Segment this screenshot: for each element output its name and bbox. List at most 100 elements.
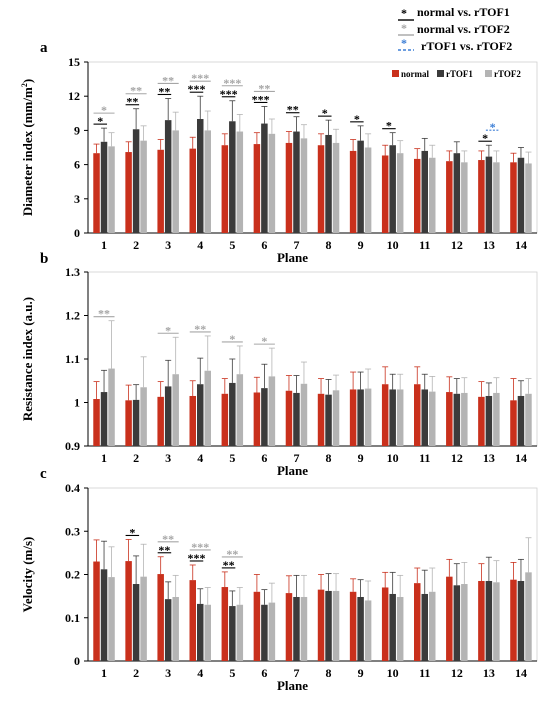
bar-rtof2 [140, 140, 147, 233]
y-tick-label: 0.1 [65, 611, 80, 625]
bar-normal [253, 392, 261, 446]
bar-normal [349, 389, 357, 446]
bar-rtof2 [172, 130, 179, 233]
y-axis-label-close: ) [20, 79, 35, 83]
significance-stars: * [229, 332, 235, 346]
significance-stars: ** [130, 84, 142, 98]
significance-stars: ** [223, 558, 235, 572]
bar-rtof1 [132, 584, 140, 661]
bar-rtof2 [429, 391, 436, 446]
x-tick-label: 7 [293, 451, 299, 465]
bar-rtof1 [132, 129, 140, 233]
x-tick-label: 8 [326, 666, 332, 680]
x-tick-label: 8 [326, 238, 332, 252]
y-tick-label: 1 [74, 396, 80, 410]
x-tick-label: 10 [387, 666, 399, 680]
bar-rtof2 [461, 392, 468, 446]
bar-rtof2 [493, 582, 500, 661]
bar-normal [381, 155, 389, 233]
bar-rtof1 [453, 585, 461, 661]
bar-rtof1 [485, 580, 493, 661]
x-tick-label: 7 [293, 666, 299, 680]
bar-normal [381, 587, 389, 661]
bar-normal [221, 587, 229, 661]
bar-rtof1 [357, 140, 364, 233]
y-tick-label: 6 [74, 158, 80, 172]
bar-rtof1 [357, 596, 364, 661]
bar-rtof2 [332, 590, 340, 661]
legend-entry-rtof1-vs-rtof2: * rTOF1 vs. rTOF2 [398, 36, 512, 53]
plot-frame [87, 271, 538, 447]
bar-normal [414, 583, 421, 661]
x-tick-label: 7 [293, 238, 299, 252]
legend-star-rtof1-vs-rtof2: * [401, 36, 407, 50]
bar-rtof1 [293, 596, 300, 661]
bar-rtof2 [268, 602, 276, 661]
bar-normal [446, 576, 453, 661]
x-tick-label: 13 [483, 238, 495, 252]
bar-normal [510, 162, 517, 233]
bar-normal [189, 148, 196, 233]
y-tick-label: 0.4 [65, 481, 80, 495]
bar-rtof1 [132, 399, 140, 446]
bar-rtof1 [261, 388, 268, 446]
bar-normal [157, 149, 164, 233]
x-tick-label: 3 [165, 238, 171, 252]
bar-normal [381, 384, 389, 446]
significance-stars: * [129, 525, 135, 539]
significance-stars: * [165, 323, 171, 337]
legend-label-rtof1-vs-rtof2: rTOF1 vs. rTOF2 [421, 39, 512, 53]
y-tick-label: 1.1 [65, 352, 80, 366]
legend-label-normal-vs-rtof1: normal vs. rTOF1 [417, 5, 510, 19]
y-tick-label: 0.3 [65, 524, 80, 538]
x-axis-label: Plane [277, 678, 308, 693]
bar-rtof1 [293, 131, 300, 233]
bar-rtof2 [493, 162, 500, 233]
significance-stars: ** [158, 84, 170, 98]
bar-rtof1 [325, 590, 332, 661]
x-tick-label: 10 [387, 451, 399, 465]
bar-rtof1 [197, 603, 204, 661]
bar-normal [317, 145, 325, 233]
x-tick-label: 8 [326, 451, 332, 465]
legend-swatch-rtof1 [437, 70, 444, 77]
x-tick-label: 3 [165, 451, 171, 465]
bar-rtof2 [429, 157, 436, 233]
bar-rtof1 [100, 141, 108, 233]
significance-stars: ** [126, 95, 138, 109]
x-tick-label: 2 [133, 238, 139, 252]
plot-frame [87, 61, 538, 234]
bar-rtof1 [421, 150, 428, 233]
significance-stars: ** [194, 322, 206, 336]
legend-swatch-normal [392, 70, 399, 77]
bar-normal [221, 145, 229, 233]
bar-rtof2 [140, 576, 147, 661]
bar-normal [317, 589, 325, 661]
bar-rtof2 [300, 138, 308, 233]
x-tick-label: 5 [229, 666, 235, 680]
bar-rtof2 [204, 604, 211, 661]
bar-normal [446, 392, 453, 446]
bar-normal [93, 153, 100, 233]
bar-normal [157, 396, 164, 446]
legend-star-normal-vs-rtof2: * [401, 21, 407, 35]
x-axis-label: Plane [277, 463, 308, 478]
significance-stars: *** [188, 551, 206, 565]
bar-rtof2 [236, 374, 244, 446]
bar-rtof1 [485, 395, 493, 446]
y-axis-label: Velocity (m/s) [20, 537, 35, 613]
x-tick-label: 1 [101, 238, 107, 252]
bar-rtof1 [517, 157, 525, 233]
y-tick-label: 0.9 [65, 439, 80, 453]
bar-normal [349, 150, 357, 233]
y-tick-label: 0.2 [65, 568, 80, 582]
bar-rtof1 [389, 389, 396, 446]
x-tick-label: 6 [261, 666, 267, 680]
x-tick-label: 4 [197, 238, 203, 252]
significance-stars: ** [98, 307, 110, 321]
bar-rtof2 [108, 577, 115, 661]
bar-rtof1 [325, 134, 332, 233]
bar-rtof2 [268, 133, 276, 233]
significance-stars: *** [252, 92, 270, 106]
